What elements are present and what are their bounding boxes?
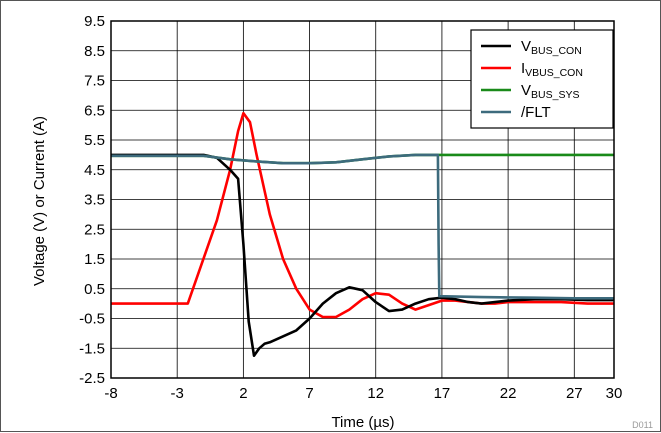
y-tick-label: -2.5: [79, 370, 105, 387]
x-tick-label: -8: [104, 385, 117, 402]
y-tick-labels: -2.5 -1.5 -0.5 0.5 1.5 2.5 3.5 4.5 5.5 6.5 7.5 8.5 9…: [79, 13, 105, 387]
y-tick-label: 0.5: [84, 281, 105, 298]
x-tick-label: 22: [500, 385, 517, 402]
y-tick-label: 2.5: [84, 221, 105, 238]
y-tick-label: 8.5: [84, 43, 105, 60]
y-tick-label: 5.5: [84, 132, 105, 149]
y-tick-label: -1.5: [79, 340, 105, 357]
y-tick-label: 7.5: [84, 73, 105, 90]
legend-label: VBUS_SYS: [521, 82, 579, 101]
plot-area-border: [110, 20, 615, 379]
y-tick-label: -0.5: [79, 311, 105, 328]
y-tick-label: 3.5: [84, 192, 105, 209]
series-line-flt: [111, 153, 614, 300]
x-tick-labels: -8 -3 2 7 12 17 22 27 30: [104, 385, 622, 402]
figure-id: D011: [632, 420, 653, 430]
legend-item: VBUS_CON: [481, 38, 582, 57]
y-axis-title: Voltage (V) or Current (A): [31, 116, 48, 286]
legend-item: /FLT: [481, 104, 551, 121]
x-tick-label: 30: [606, 385, 623, 402]
y-tick-label: 1.5: [84, 251, 105, 268]
legend-item: IVBUS_CON: [481, 60, 583, 79]
x-axis-title: Time (µs): [331, 414, 394, 431]
legend-label: VBUS_CON: [521, 38, 582, 57]
y-tick-label: 4.5: [84, 162, 105, 179]
x-tick-label: 17: [434, 385, 451, 402]
series-line-vbus-con: [111, 153, 614, 357]
x-tick-label: 12: [367, 385, 384, 402]
x-tick-label: 27: [566, 385, 583, 402]
x-tick-label: -3: [171, 385, 184, 402]
legend-label: /FLT: [521, 104, 551, 121]
legend-label: IVBUS_CON: [521, 60, 583, 79]
y-tick-label: 9.5: [84, 13, 105, 30]
legend: VBUS_CON IVBUS_CON VBUS_SYS/FLT: [470, 29, 614, 129]
x-tick-label: 2: [239, 385, 247, 402]
x-tick-label: 7: [305, 385, 313, 402]
y-tick-label: 6.5: [84, 102, 105, 119]
series-lines: [111, 111, 614, 357]
series-line-ivbus-con: [111, 111, 614, 319]
legend-item: VBUS_SYS: [481, 82, 579, 101]
